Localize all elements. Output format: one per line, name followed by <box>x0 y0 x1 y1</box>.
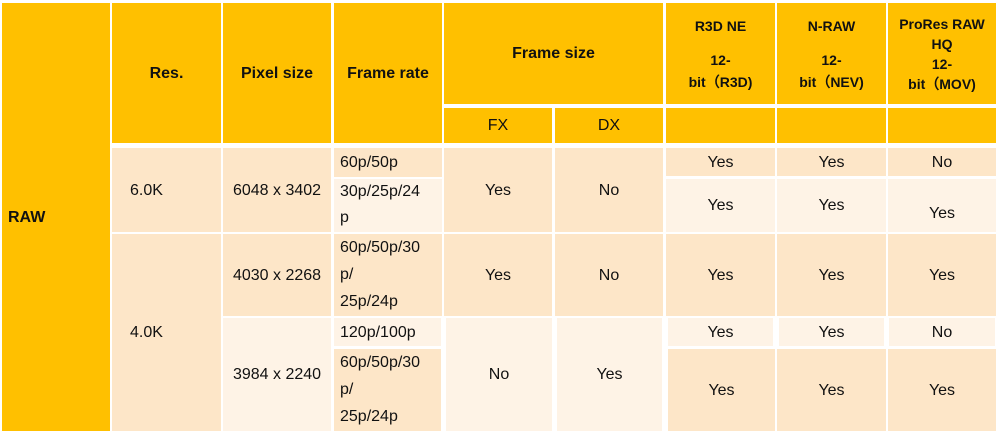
header-nraw: N-RAW 12- bit（NEV) <box>777 3 886 104</box>
header-prores: ProRes RAW HQ 12- bit（MOV) <box>888 3 996 104</box>
header-nraw-name: N-RAW <box>807 17 856 34</box>
dx-6k: No <box>555 148 663 232</box>
nraw-3984-b: Yes <box>777 349 886 431</box>
fx-4030: Yes <box>444 234 552 316</box>
prores-4030: Yes <box>888 234 996 316</box>
prores-6k-a: No <box>888 148 996 176</box>
r3d-4030: Yes <box>666 234 775 316</box>
fx-3984: No <box>446 318 552 431</box>
row-group-raw: RAW <box>2 3 110 431</box>
res-6k: 6.0K <box>112 148 221 232</box>
header-fx: FX <box>444 108 552 143</box>
header-nraw-bit2: bit（NEV) <box>799 73 864 90</box>
header-r3d-bit: 12- <box>710 51 731 68</box>
r3d-3984-b: Yes <box>668 349 775 431</box>
framerate-text: 25p/24p <box>340 408 398 425</box>
framerate-3984: 60p/50p/30 p/25p/24p <box>334 349 441 431</box>
framerate-60-50: 60p/50p <box>334 148 442 177</box>
dx-3984: Yes <box>557 318 662 431</box>
framerate-30-25-24: 30p/25p/24 p <box>334 179 442 232</box>
framerate-4030: 60p/50p/30 p/25p/24p <box>334 234 442 316</box>
res-4k: 4.0K <box>112 234 221 431</box>
header-pixel-size: Pixel size <box>223 3 331 143</box>
nraw-6k-a: Yes <box>777 148 886 176</box>
header-prores-bit2: bit（MOV) <box>908 75 976 92</box>
pixel-6048: 6048 x 3402 <box>223 148 331 232</box>
r3d-6k-b: Yes <box>666 179 775 232</box>
header-prores-name2: HQ <box>931 35 953 52</box>
pixel-4030: 4030 x 2268 <box>223 234 331 316</box>
raw-label: RAW <box>8 208 46 226</box>
header-r3d-sub <box>666 108 775 143</box>
header-prores-name: ProRes RAW <box>899 15 985 32</box>
prores-3984-a: No <box>889 318 995 346</box>
header-r3d-name: R3D NE <box>694 17 747 34</box>
nraw-3984-a: Yes <box>779 318 884 346</box>
framerate-text: 60p/50p/30 <box>340 354 421 371</box>
header-frame-rate: Frame rate <box>334 3 442 143</box>
fx-6k: Yes <box>444 148 552 232</box>
r3d-3984-a: Yes <box>668 318 773 346</box>
prores-6k-b: Yes <box>888 179 996 232</box>
header-prores-bit: 12- <box>931 55 953 72</box>
framerate-text: p/ <box>340 381 354 398</box>
header-res: Res. <box>112 3 221 143</box>
framerate-text: p/ <box>340 266 354 283</box>
header-frame-size: Frame size <box>444 3 663 104</box>
pixel-3984: 3984 x 2240 <box>223 318 331 431</box>
header-nraw-sub <box>777 108 886 143</box>
header-prores-sub <box>888 108 996 143</box>
nraw-6k-b: Yes <box>777 179 886 232</box>
framerate-120-100: 120p/100p <box>334 318 441 346</box>
header-r3d-bit2: bit（R3D) <box>688 73 753 90</box>
prores-3984-b: Yes <box>888 349 996 431</box>
framerate-text: 60p/50p/30 <box>340 239 421 256</box>
header-nraw-bit: 12- <box>821 51 842 68</box>
framerate-text: p <box>340 209 349 226</box>
r3d-6k-a: Yes <box>666 148 775 176</box>
framerate-text: 30p/25p/24 <box>340 183 421 200</box>
framerate-text: 25p/24p <box>340 293 398 310</box>
dx-4030: No <box>555 234 663 316</box>
header-dx: DX <box>555 108 663 143</box>
header-r3d: R3D NE 12- bit（R3D) <box>666 3 775 104</box>
nraw-4030: Yes <box>777 234 886 316</box>
